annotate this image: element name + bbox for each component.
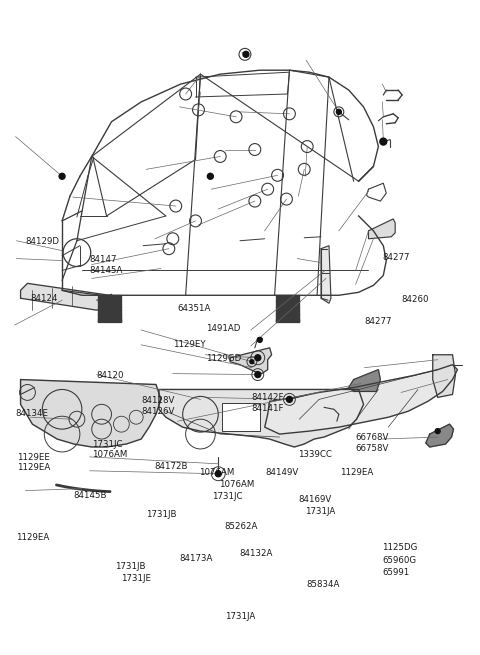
- Text: 1339CC: 1339CC: [298, 449, 332, 458]
- Text: 84277: 84277: [383, 253, 410, 262]
- Circle shape: [216, 471, 221, 477]
- Text: 1076AM: 1076AM: [199, 468, 234, 477]
- Text: 84141F: 84141F: [252, 403, 284, 413]
- Polygon shape: [349, 369, 380, 392]
- Text: 84149V: 84149V: [265, 468, 299, 477]
- Text: 85834A: 85834A: [306, 580, 340, 590]
- Text: 84128V: 84128V: [142, 396, 175, 405]
- Text: 66758V: 66758V: [356, 444, 389, 453]
- Text: 84169V: 84169V: [299, 495, 332, 504]
- Text: 84120: 84120: [96, 371, 124, 380]
- Polygon shape: [159, 390, 363, 447]
- Text: 84129D: 84129D: [25, 237, 60, 246]
- Text: 1129EE: 1129EE: [17, 453, 50, 462]
- Text: 1129EY: 1129EY: [173, 340, 205, 349]
- Text: 1491AD: 1491AD: [206, 324, 240, 333]
- Text: 1129EA: 1129EA: [340, 468, 373, 477]
- Text: 84145A: 84145A: [89, 266, 122, 275]
- Text: 1129EA: 1129EA: [17, 462, 50, 472]
- Text: 84173A: 84173A: [180, 553, 213, 563]
- Polygon shape: [369, 219, 395, 239]
- Text: 84142F: 84142F: [252, 393, 284, 402]
- Text: 1076AM: 1076AM: [92, 450, 127, 459]
- Circle shape: [336, 109, 341, 115]
- Polygon shape: [426, 424, 454, 447]
- Text: 84132A: 84132A: [239, 549, 273, 558]
- Text: 66768V: 66768V: [356, 434, 389, 442]
- Polygon shape: [433, 355, 456, 398]
- Text: 65960G: 65960G: [383, 555, 417, 565]
- Text: 1125DG: 1125DG: [383, 542, 418, 552]
- Text: 84134E: 84134E: [15, 409, 48, 418]
- Circle shape: [207, 174, 213, 179]
- Text: 85262A: 85262A: [225, 522, 258, 531]
- Bar: [268, 403, 297, 427]
- Polygon shape: [321, 246, 331, 303]
- Text: 1731JE: 1731JE: [121, 574, 151, 583]
- Circle shape: [257, 337, 262, 343]
- Circle shape: [59, 174, 65, 179]
- Polygon shape: [264, 365, 457, 434]
- Polygon shape: [21, 284, 111, 310]
- Circle shape: [250, 360, 254, 364]
- Text: 1731JC: 1731JC: [212, 492, 242, 501]
- Text: 1731JC: 1731JC: [92, 440, 122, 449]
- Text: 1731JA: 1731JA: [225, 612, 255, 621]
- Text: 1731JB: 1731JB: [115, 562, 146, 571]
- Circle shape: [380, 138, 387, 145]
- Bar: [304, 404, 329, 424]
- Text: 84277: 84277: [365, 316, 392, 326]
- Circle shape: [287, 396, 292, 402]
- Text: 84124: 84124: [30, 295, 58, 303]
- Text: 84172B: 84172B: [155, 462, 188, 471]
- Circle shape: [255, 371, 261, 377]
- Text: 1076AM: 1076AM: [219, 480, 254, 489]
- Text: 1731JB: 1731JB: [146, 510, 177, 519]
- Text: 84126V: 84126V: [142, 407, 175, 416]
- Text: 1129GD: 1129GD: [206, 354, 241, 362]
- Polygon shape: [230, 348, 272, 373]
- Circle shape: [255, 355, 261, 361]
- Text: 65991: 65991: [383, 569, 409, 578]
- Circle shape: [435, 428, 440, 434]
- Circle shape: [243, 51, 249, 57]
- Text: 84147: 84147: [89, 255, 117, 265]
- Text: 1731JA: 1731JA: [305, 508, 336, 516]
- Text: 64351A: 64351A: [178, 303, 211, 312]
- Polygon shape: [21, 379, 161, 447]
- Text: 84145B: 84145B: [73, 491, 107, 500]
- Bar: [222, 403, 260, 431]
- Text: 84260: 84260: [401, 295, 429, 304]
- Text: 1129EA: 1129EA: [16, 533, 49, 542]
